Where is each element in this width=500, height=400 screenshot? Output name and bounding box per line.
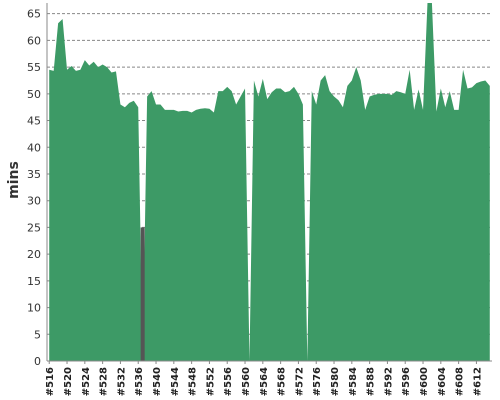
y-tick-label: 60 — [27, 34, 41, 47]
x-tick-label: #548 — [188, 367, 199, 396]
x-tick-label: #580 — [330, 367, 341, 396]
y-tick-label: 35 — [27, 168, 41, 181]
data-area — [49, 3, 490, 361]
x-tick-label: #560 — [241, 367, 252, 396]
x-tick-label: #552 — [205, 367, 216, 396]
y-tick-label: 40 — [27, 141, 41, 154]
y-tick-label: 15 — [27, 275, 41, 288]
x-tick-label: #532 — [116, 367, 127, 396]
series-area — [49, 3, 490, 361]
x-tick-label: #524 — [81, 367, 92, 396]
y-tick-label: 20 — [27, 248, 41, 261]
y-tick-label: 50 — [27, 88, 41, 101]
x-tick-label: #600 — [419, 367, 430, 396]
x-tick-labels: #516 #520 #524 #528 #532 #536 #540 #544 #548 #552… — [45, 361, 483, 396]
axes — [46, 3, 492, 362]
y-tick-label: 5 — [34, 328, 41, 341]
x-tick-label: #588 — [366, 367, 377, 396]
x-tick-label: #572 — [294, 367, 305, 396]
y-tick-label: 65 — [27, 8, 41, 21]
x-tick-label: #584 — [348, 367, 359, 396]
x-tick-label: #528 — [99, 367, 110, 396]
y-tick-label: 25 — [27, 221, 41, 234]
x-tick-label: #556 — [223, 367, 234, 396]
x-tick-label: #612 — [472, 367, 483, 396]
x-tick-label: #604 — [437, 367, 448, 396]
y-tick-label: 55 — [27, 61, 41, 74]
x-tick-label: #576 — [312, 367, 323, 396]
x-tick-label: #596 — [401, 367, 412, 396]
y-tick-labels: 0 5 10 15 20 25 30 35 40 45 50 55 60 65 — [27, 8, 41, 368]
x-tick-label: #536 — [134, 367, 145, 396]
y-axis-title: mins — [6, 161, 22, 199]
y-tick-label: 0 — [34, 355, 41, 368]
x-tick-label: #544 — [170, 367, 181, 396]
x-tick-label: #564 — [259, 367, 270, 396]
x-tick-label: #540 — [152, 367, 163, 396]
x-tick-label: #608 — [455, 367, 466, 396]
y-tick-label: 10 — [27, 302, 41, 315]
x-tick-label: #516 — [45, 367, 56, 396]
y-tick-label: 45 — [27, 115, 41, 128]
gap-mark — [140, 227, 145, 361]
x-tick-label: #520 — [63, 367, 74, 396]
x-tick-label: #592 — [383, 367, 394, 396]
y-tick-label: 30 — [27, 195, 41, 208]
x-tick-label: #568 — [277, 367, 288, 396]
